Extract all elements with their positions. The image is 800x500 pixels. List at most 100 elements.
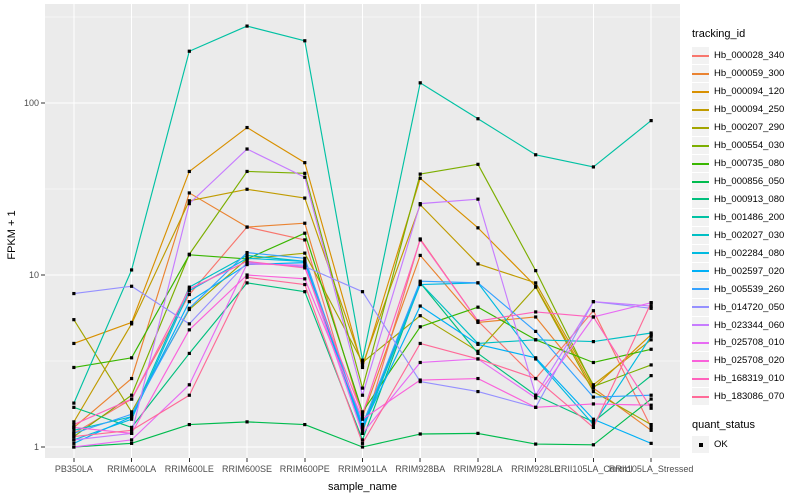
data-point	[476, 162, 480, 166]
data-point	[591, 425, 596, 430]
legend-key-line	[692, 341, 709, 344]
data-point	[245, 169, 249, 174]
data-point	[476, 117, 480, 121]
data-point	[534, 393, 538, 397]
data-point	[591, 384, 596, 389]
data-point	[360, 417, 365, 421]
legend-item-Hb_025708_010: Hb_025708_010	[692, 334, 800, 352]
data-point	[245, 259, 249, 263]
data-point	[534, 269, 538, 273]
data-point	[303, 263, 307, 267]
data-point	[649, 333, 653, 337]
legend-item-label: Hb_001486_200	[714, 211, 785, 223]
data-point	[476, 262, 480, 266]
data-point	[303, 277, 307, 281]
data-point	[72, 365, 76, 370]
data-point	[360, 415, 365, 419]
legend-item-label: Hb_000735_080	[714, 158, 785, 170]
data-point	[303, 171, 307, 175]
data-point	[360, 393, 365, 397]
data-point	[187, 289, 191, 293]
data-point	[476, 431, 480, 435]
x-axis-title: sample_name	[327, 481, 398, 493]
data-point	[187, 287, 191, 291]
legend-key-line	[692, 144, 709, 147]
data-point	[129, 412, 134, 416]
data-point	[476, 197, 480, 201]
data-point	[591, 402, 596, 406]
data-point	[187, 306, 191, 310]
data-point	[245, 125, 249, 130]
data-point	[187, 253, 191, 257]
data-point	[129, 356, 134, 360]
x-tick-label: RRIM928LE	[511, 464, 561, 474]
data-point	[245, 256, 249, 260]
data-point	[72, 318, 76, 322]
line-key-icon	[692, 352, 709, 370]
legend-item-Hb_000094_250: Hb_000094_250	[692, 101, 800, 119]
data-point	[72, 401, 76, 405]
data-point	[245, 273, 249, 277]
legend: tracking_id Hb_000028_340 Hb_000059_300 Hb…	[692, 28, 800, 454]
data-point	[129, 428, 134, 432]
data-point	[476, 342, 480, 346]
data-point	[649, 441, 653, 445]
legend-item-label: Hb_183086_070	[714, 391, 785, 403]
line-key-icon	[692, 190, 709, 208]
legend-key-line	[692, 324, 709, 327]
data-point	[303, 261, 307, 265]
data-point	[187, 191, 191, 195]
data-point	[534, 396, 538, 400]
legend-key-line	[692, 108, 709, 111]
data-point	[418, 325, 422, 329]
data-point	[649, 406, 653, 410]
legend-title-quant-status: quant_status	[692, 418, 755, 431]
data-point	[187, 328, 191, 332]
data-point	[418, 176, 422, 180]
line-key-icon	[692, 173, 709, 191]
data-point	[72, 425, 76, 430]
legend-key-line	[692, 162, 709, 165]
line-key-icon	[692, 388, 709, 406]
data-point	[534, 405, 538, 409]
data-point	[360, 410, 365, 414]
legend-item-Hb_000856_050: Hb_000856_050	[692, 173, 800, 191]
legend-item-label: Hb_014720_050	[714, 301, 785, 313]
data-point	[360, 386, 365, 390]
data-point	[129, 438, 134, 442]
legend-key-line	[692, 90, 709, 93]
data-point	[72, 431, 76, 435]
data-point	[476, 349, 480, 353]
data-point	[476, 357, 480, 361]
data-point	[72, 405, 76, 409]
data-point	[303, 238, 307, 242]
y-tick-label: 1	[33, 442, 39, 452]
line-key-icon	[692, 370, 709, 388]
data-point	[360, 428, 365, 432]
legend-key-line	[692, 288, 709, 291]
data-point	[418, 341, 422, 346]
data-point	[187, 300, 191, 304]
line-key-icon	[692, 226, 709, 244]
data-point	[187, 292, 191, 297]
data-point	[476, 305, 480, 309]
x-tick-label: RRII105LA_Stressed	[608, 464, 694, 474]
x-tick-label: RRIM600SE	[222, 464, 273, 474]
data-point	[476, 319, 480, 323]
legend-item-Hb_000094_120: Hb_000094_120	[692, 83, 800, 101]
legend-item-Hb_005539_260: Hb_005539_260	[692, 280, 800, 298]
data-point	[303, 251, 307, 255]
data-point	[649, 374, 653, 378]
data-point	[72, 441, 76, 445]
data-point	[418, 304, 422, 308]
x-tick-label: RRIM928BA	[395, 464, 446, 474]
data-point	[72, 422, 76, 427]
data-point	[534, 315, 538, 319]
data-point	[649, 397, 653, 401]
data-point	[303, 161, 307, 165]
legend-item-Hb_001486_200: Hb_001486_200	[692, 208, 800, 226]
data-point	[303, 282, 307, 287]
data-point	[187, 285, 191, 289]
line-key-icon	[692, 65, 709, 83]
